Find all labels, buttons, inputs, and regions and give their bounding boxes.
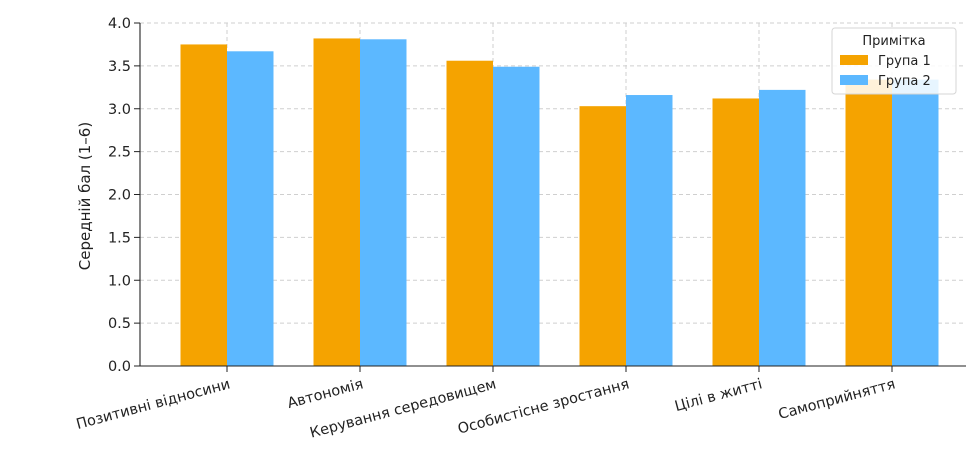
legend-swatch — [840, 55, 868, 65]
x-tick-label: Позитивні відносини — [75, 376, 232, 433]
y-tick-label: 1.5 — [108, 230, 131, 246]
x-tick-label: Самоприйняття — [777, 376, 897, 423]
y-tick-labels: 0.0 0.5 1.0 1.5 2.0 2.5 3.0 3.5 4.0 — [108, 16, 131, 375]
legend-label: Група 1 — [878, 54, 931, 69]
bar-series-1 — [579, 106, 626, 367]
bar-series-2 — [493, 66, 540, 367]
y-tick-label: 3.0 — [108, 102, 131, 118]
y-tick-label: 0.5 — [108, 316, 131, 332]
y-tick-label: 2.5 — [108, 145, 131, 161]
y-tick-label: 1.0 — [108, 273, 131, 289]
x-tick-label: Цілі в житті — [673, 376, 764, 415]
bar-series-1 — [313, 38, 360, 367]
legend: Примітка Група 1 Група 2 — [831, 27, 957, 95]
y-axis-label: Середній бал (1–6) — [76, 122, 94, 270]
y-tick-label: 2.0 — [108, 188, 131, 204]
bar-series-1 — [180, 44, 227, 366]
y-tick-label: 0.0 — [108, 359, 131, 375]
y-tick-label: 3.5 — [108, 59, 131, 75]
bar-series-2 — [227, 51, 274, 367]
bars — [180, 38, 939, 367]
legend-swatch — [840, 75, 868, 85]
legend-title: Примітка — [862, 34, 925, 49]
bar-series-2 — [759, 89, 806, 366]
bar-series-1 — [712, 98, 759, 367]
bar-series-2 — [360, 39, 407, 366]
bar-series-2 — [626, 95, 673, 366]
bar-series-2 — [892, 79, 939, 366]
legend-label: Група 2 — [878, 74, 931, 89]
bar-series-1 — [845, 79, 892, 366]
bar-series-1 — [446, 60, 493, 366]
y-tick-label: 4.0 — [108, 16, 131, 32]
axes — [134, 22, 966, 372]
x-tick-label: Автономія — [286, 376, 365, 412]
